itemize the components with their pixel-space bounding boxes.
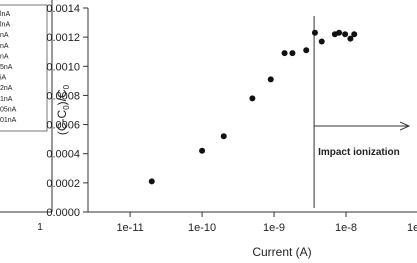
y-tick-label: 0.0002 bbox=[46, 178, 80, 190]
x-tick-label: 1e-9 bbox=[263, 222, 285, 234]
legend-fragment: 01nA bbox=[0, 117, 17, 124]
point bbox=[347, 35, 354, 42]
x-tick-label: 1e-7 bbox=[407, 222, 417, 234]
x-tick-label: 1e-10 bbox=[188, 222, 216, 234]
y-tick-label: 0.0014 bbox=[46, 3, 80, 15]
point bbox=[148, 178, 155, 185]
point bbox=[303, 47, 310, 54]
point bbox=[220, 133, 227, 140]
point bbox=[351, 31, 358, 38]
legend-fragment: iA bbox=[0, 75, 7, 82]
legend-fragment: lnA bbox=[0, 22, 10, 29]
y-axis-label-part: 0 bbox=[62, 105, 71, 110]
arrow-head bbox=[399, 121, 411, 131]
y-tick-label: 0.0012 bbox=[46, 32, 80, 44]
y-tick-label: 0.0004 bbox=[46, 149, 80, 161]
legend-fragment: 2nA bbox=[0, 85, 13, 92]
left-tick-label: 1 bbox=[37, 222, 43, 233]
y-axis-label-part: 0 bbox=[62, 84, 71, 89]
y-axis-label: (C-C0)/C0 bbox=[55, 84, 71, 135]
y-tick-label: 0.0008 bbox=[46, 90, 80, 102]
legend-fragment: 1nA bbox=[0, 96, 13, 103]
point bbox=[336, 29, 343, 36]
point bbox=[249, 95, 256, 102]
legend-fragment: nA bbox=[0, 43, 9, 50]
legend-fragment: nA bbox=[0, 32, 9, 39]
x-tick-label: 1e-8 bbox=[335, 222, 357, 234]
y-tick-label: 0.0006 bbox=[46, 120, 80, 132]
legend-fragment: lnA bbox=[0, 11, 10, 18]
y-axis-label-part: (C-C bbox=[55, 109, 69, 135]
point bbox=[267, 76, 274, 83]
x-tick-label: 1e-11 bbox=[116, 222, 143, 234]
point bbox=[289, 50, 296, 57]
point bbox=[281, 50, 288, 57]
point bbox=[311, 29, 318, 36]
legend-fragment: 5nA bbox=[0, 64, 13, 71]
y-tick-label: 0.0010 bbox=[46, 61, 80, 73]
annotation-text: Impact ionization bbox=[318, 147, 400, 158]
point bbox=[342, 31, 349, 38]
legend-fragment: 05nA bbox=[0, 106, 17, 113]
legend-fragment: nA bbox=[0, 53, 9, 60]
y-tick-label: 0.0000 bbox=[46, 207, 80, 219]
left-legend-box bbox=[0, 4, 48, 132]
y-axis-label-part: )/C bbox=[55, 89, 69, 105]
point bbox=[199, 147, 206, 154]
point bbox=[318, 38, 325, 45]
x-axis-label: Current (A) bbox=[252, 245, 311, 259]
